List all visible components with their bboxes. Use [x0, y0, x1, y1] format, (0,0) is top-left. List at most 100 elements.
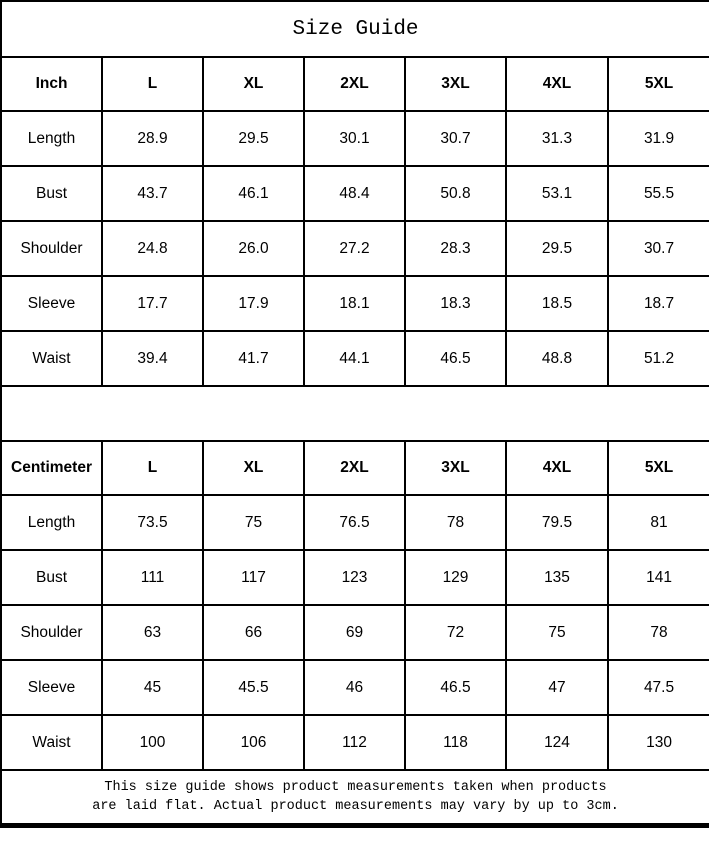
cm-length-row: Length 73.5 75 76.5 78 79.5 81 [0, 494, 709, 551]
measurement-value-cell: 46 [303, 659, 406, 716]
measurement-value-cell: 48.4 [303, 165, 406, 222]
inch-shoulder-row: Shoulder 24.8 26.0 27.2 28.3 29.5 30.7 [0, 220, 709, 277]
measurement-value-cell: 30.7 [606, 220, 709, 277]
measurement-value-cell: 30.7 [404, 110, 507, 167]
spacer-cell [0, 385, 709, 442]
size-column-header-xl: XL [202, 56, 305, 112]
measurement-value-cell: 106 [202, 714, 305, 771]
measurement-value-cell: 141 [606, 549, 709, 606]
measurement-value-cell: 46.5 [404, 330, 507, 387]
measurement-value-cell: 47 [505, 659, 609, 716]
measurement-value-cell: 53.1 [505, 165, 609, 222]
measurement-value-cell: 30.1 [303, 110, 406, 167]
measurement-value-cell: 72 [404, 604, 507, 661]
measurement-value-cell: 18.3 [404, 275, 507, 332]
measurement-value-cell: 135 [505, 549, 609, 606]
measurement-value-cell: 78 [606, 604, 709, 661]
measurement-value-cell: 26.0 [202, 220, 305, 277]
cm-bust-row: Bust 111 117 123 129 135 141 [0, 549, 709, 606]
measurement-value-cell: 39.4 [101, 330, 204, 387]
measurement-value-cell: 51.2 [606, 330, 709, 387]
footer-note: This size guide shows product measuremen… [0, 769, 709, 828]
size-column-header-l: L [101, 440, 204, 496]
measurement-value-cell: 48.8 [505, 330, 609, 387]
measurement-value-cell: 73.5 [101, 494, 204, 551]
inch-header-row: Inch L XL 2XL 3XL 4XL 5XL [0, 56, 709, 112]
measurement-value-cell: 44.1 [303, 330, 406, 387]
measurement-value-cell: 118 [404, 714, 507, 771]
measurement-value-cell: 63 [101, 604, 204, 661]
inch-waist-row: Waist 39.4 41.7 44.1 46.5 48.8 51.2 [0, 330, 709, 387]
footer-row: This size guide shows product measuremen… [0, 769, 709, 828]
measurement-value-cell: 124 [505, 714, 609, 771]
measurement-value-cell: 78 [404, 494, 507, 551]
size-column-header-2xl: 2XL [303, 56, 406, 112]
footer-note-line2: are laid flat. Actual product measuremen… [92, 799, 619, 814]
size-column-header-xl: XL [202, 440, 305, 496]
size-column-header-3xl: 3XL [404, 56, 507, 112]
size-column-header-4xl: 4XL [505, 56, 609, 112]
measurement-value-cell: 112 [303, 714, 406, 771]
measurement-value-cell: 117 [202, 549, 305, 606]
measurement-value-cell: 29.5 [505, 220, 609, 277]
page-title: Size Guide [0, 0, 709, 58]
inch-length-row: Length 28.9 29.5 30.1 30.7 31.3 31.9 [0, 110, 709, 167]
measurement-value-cell: 24.8 [101, 220, 204, 277]
measurement-value-cell: 43.7 [101, 165, 204, 222]
cm-waist-row: Waist 100 106 112 118 124 130 [0, 714, 709, 771]
measurement-row-label: Bust [0, 165, 103, 222]
measurement-row-label: Length [0, 110, 103, 167]
measurement-value-cell: 81 [606, 494, 709, 551]
measurement-row-label: Sleeve [0, 275, 103, 332]
inch-unit-header: Inch [0, 56, 103, 112]
measurement-value-cell: 18.1 [303, 275, 406, 332]
measurement-value-cell: 45.5 [202, 659, 305, 716]
measurement-value-cell: 75 [202, 494, 305, 551]
measurement-row-label: Shoulder [0, 220, 103, 277]
measurement-value-cell: 130 [606, 714, 709, 771]
inch-bust-row: Bust 43.7 46.1 48.4 50.8 53.1 55.5 [0, 165, 709, 222]
measurement-value-cell: 100 [101, 714, 204, 771]
measurement-value-cell: 50.8 [404, 165, 507, 222]
measurement-value-cell: 66 [202, 604, 305, 661]
measurement-value-cell: 45 [101, 659, 204, 716]
measurement-value-cell: 31.3 [505, 110, 609, 167]
measurement-value-cell: 46.1 [202, 165, 305, 222]
measurement-value-cell: 46.5 [404, 659, 507, 716]
inch-sleeve-row: Sleeve 17.7 17.9 18.1 18.3 18.5 18.7 [0, 275, 709, 332]
measurement-value-cell: 17.9 [202, 275, 305, 332]
measurement-row-label: Sleeve [0, 659, 103, 716]
cm-shoulder-row: Shoulder 63 66 69 72 75 78 [0, 604, 709, 661]
measurement-value-cell: 79.5 [505, 494, 609, 551]
measurement-row-label: Shoulder [0, 604, 103, 661]
measurement-value-cell: 18.5 [505, 275, 609, 332]
measurement-value-cell: 27.2 [303, 220, 406, 277]
size-column-header-3xl: 3XL [404, 440, 507, 496]
size-column-header-5xl: 5XL [606, 56, 709, 112]
measurement-value-cell: 28.9 [101, 110, 204, 167]
measurement-value-cell: 111 [101, 549, 204, 606]
footer-note-line1: This size guide shows product measuremen… [104, 780, 607, 795]
cm-header-row: Centimeter L XL 2XL 3XL 4XL 5XL [0, 440, 709, 496]
title-row: Size Guide [0, 0, 709, 58]
measurement-value-cell: 29.5 [202, 110, 305, 167]
size-column-header-5xl: 5XL [606, 440, 709, 496]
size-column-header-l: L [101, 56, 204, 112]
measurement-row-label: Waist [0, 330, 103, 387]
size-column-header-2xl: 2XL [303, 440, 406, 496]
measurement-value-cell: 47.5 [606, 659, 709, 716]
measurement-value-cell: 69 [303, 604, 406, 661]
measurement-value-cell: 28.3 [404, 220, 507, 277]
spacer-row [0, 385, 709, 442]
measurement-value-cell: 75 [505, 604, 609, 661]
measurement-row-label: Waist [0, 714, 103, 771]
measurement-value-cell: 17.7 [101, 275, 204, 332]
measurement-row-label: Bust [0, 549, 103, 606]
cm-sleeve-row: Sleeve 45 45.5 46 46.5 47 47.5 [0, 659, 709, 716]
measurement-value-cell: 55.5 [606, 165, 709, 222]
cm-unit-header: Centimeter [0, 440, 103, 496]
measurement-value-cell: 41.7 [202, 330, 305, 387]
measurement-row-label: Length [0, 494, 103, 551]
measurement-value-cell: 76.5 [303, 494, 406, 551]
size-column-header-4xl: 4XL [505, 440, 609, 496]
